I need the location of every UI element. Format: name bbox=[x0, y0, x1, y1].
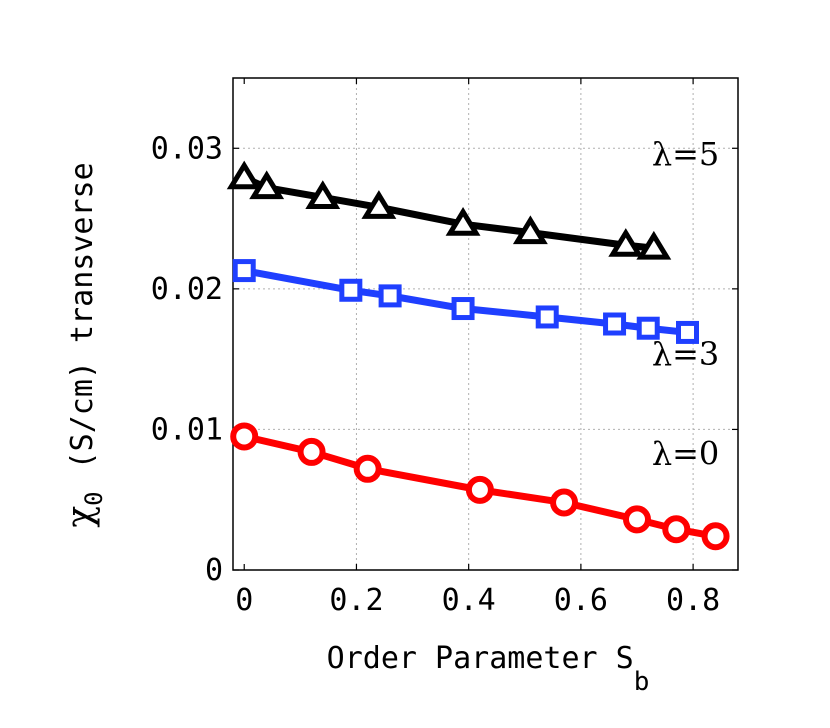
series-line bbox=[242, 174, 655, 252]
y-tick-label: 0 bbox=[205, 553, 223, 588]
series-annotation: λ=3 bbox=[652, 335, 719, 373]
y-tick-label: 0.02 bbox=[151, 272, 223, 307]
data-point-square bbox=[676, 320, 699, 344]
data-point-triangle bbox=[361, 190, 397, 219]
data-point-circle bbox=[550, 488, 579, 517]
series-layer bbox=[226, 160, 730, 551]
x-axis-label: Order Parameter Sb bbox=[327, 641, 650, 697]
x-axis-label-main: Order Parameter S bbox=[327, 641, 634, 676]
y-axis-label: χ0 (S/cm) transverse bbox=[60, 162, 108, 527]
data-point-triangle bbox=[249, 170, 285, 200]
series-square bbox=[232, 259, 699, 344]
data-point-triangle bbox=[445, 206, 481, 236]
data-point-triangle bbox=[636, 230, 672, 260]
data-point-circle bbox=[465, 475, 494, 504]
data-point-circle bbox=[701, 522, 730, 551]
data-point-circle bbox=[353, 454, 382, 483]
data-point-square bbox=[451, 297, 475, 321]
data-point-square bbox=[603, 312, 627, 336]
x-tick-label: 0.6 bbox=[554, 583, 608, 618]
series-triangle bbox=[226, 160, 672, 260]
data-point-triangle bbox=[226, 160, 262, 190]
x-tick-label: 0 bbox=[235, 583, 253, 618]
series-annotation: λ=5 bbox=[652, 135, 719, 173]
y-axis-label-rest: (S/cm) transverse bbox=[65, 162, 100, 469]
axes: 0 0.2 0.4 0.6 0.8 0 0.01 0.02 0.03 bbox=[151, 77, 739, 618]
data-point-triangle bbox=[512, 215, 548, 245]
data-point-square bbox=[232, 259, 256, 283]
data-point-square bbox=[378, 284, 402, 308]
data-point-circle bbox=[623, 505, 651, 534]
data-point-circle bbox=[230, 422, 259, 451]
y-tick-label: 0.03 bbox=[151, 131, 223, 166]
y-axis-symbol-sub: 0 bbox=[80, 491, 108, 505]
y-tick-label: 0.01 bbox=[151, 412, 223, 447]
y-axis-symbol: χ bbox=[60, 506, 101, 528]
data-point-square bbox=[636, 316, 660, 340]
data-point-square bbox=[339, 278, 363, 302]
data-point-square bbox=[535, 305, 559, 329]
data-point-triangle bbox=[608, 228, 644, 257]
data-point-triangle bbox=[305, 180, 341, 209]
series-annotation: λ=0 bbox=[652, 435, 719, 473]
x-axis-label-sub: b bbox=[634, 667, 650, 697]
x-tick-label: 0.4 bbox=[442, 583, 496, 618]
series-circle bbox=[230, 422, 730, 551]
data-point-circle bbox=[662, 515, 691, 544]
plot-frame bbox=[232, 77, 739, 571]
x-tick-label: 0.8 bbox=[666, 583, 720, 618]
data-point-circle bbox=[297, 437, 326, 466]
x-tick-label: 0.2 bbox=[329, 583, 383, 618]
label-layer: λ=5 λ=3 λ=0 bbox=[652, 135, 719, 472]
